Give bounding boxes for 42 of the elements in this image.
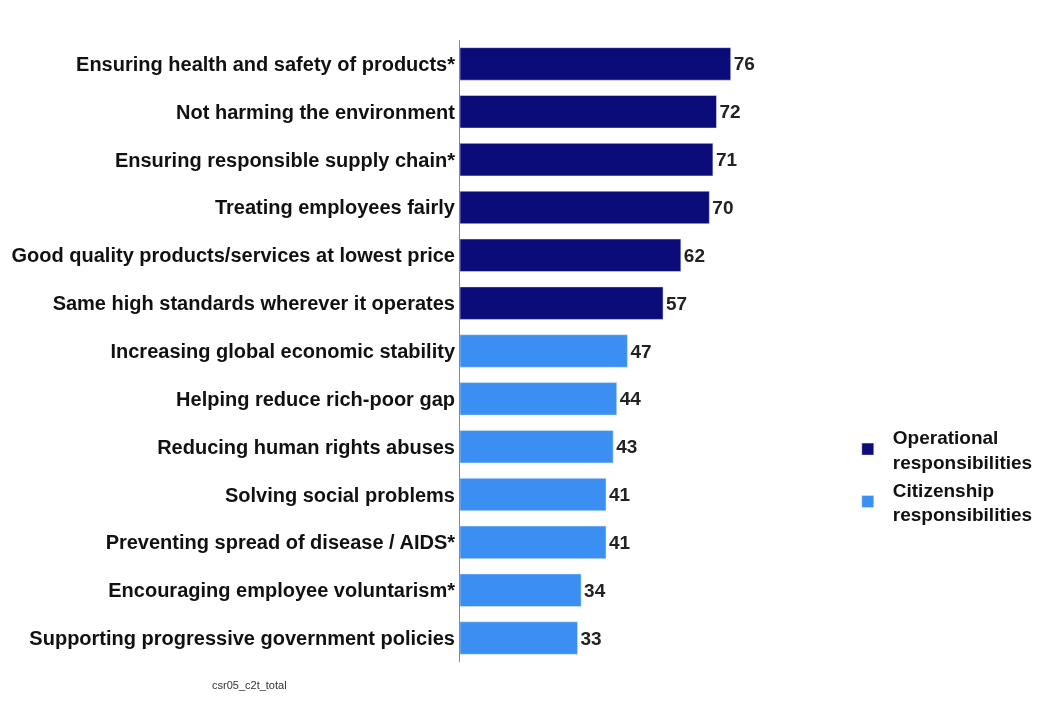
bar — [460, 143, 714, 177]
bar — [460, 95, 717, 129]
bar — [460, 478, 607, 512]
bar — [460, 621, 578, 655]
data-label: 43 — [616, 436, 638, 458]
y-tick-label: Not harming the environment — [176, 100, 456, 123]
bar — [460, 382, 617, 416]
bar — [460, 286, 664, 320]
bar — [460, 573, 582, 607]
bar — [460, 525, 607, 559]
data-label: 62 — [683, 244, 705, 266]
y-tick-label: Good quality products/services at lowest price — [11, 244, 455, 267]
bar — [460, 190, 710, 224]
data-label: 71 — [715, 149, 738, 171]
y-tick-label: Solving social problems — [224, 483, 455, 506]
data-label: 44 — [619, 388, 642, 410]
data-label: 57 — [666, 292, 688, 314]
y-tick-label: Encouraging employee voluntarism* — [108, 579, 456, 602]
data-label: 34 — [584, 579, 606, 601]
y-tick-label: Preventing spread of disease / AIDS* — [105, 531, 456, 554]
bar — [460, 334, 628, 368]
data-label: 76 — [733, 53, 755, 75]
bar — [460, 430, 614, 464]
text: csr05_c2t_total — [212, 679, 287, 691]
y-tick-label: Treating employees fairly — [214, 196, 456, 219]
data-label: 41 — [609, 531, 631, 553]
legend-label: Operational responsibilities — [892, 427, 1033, 473]
y-tick-label: Supporting progressive government policies — [29, 627, 455, 650]
y-tick-label: Ensuring health and safety of products* — [76, 52, 456, 75]
data-label: 47 — [630, 340, 652, 362]
y-tick-label: Helping reduce rich-poor gap — [176, 387, 455, 410]
data-label: 41 — [609, 484, 631, 506]
data-label: 70 — [712, 196, 734, 218]
y-tick-label: Ensuring responsible supply chain* — [114, 148, 456, 171]
bar — [460, 238, 682, 272]
bar — [460, 47, 731, 81]
y-tick-label: Same high standards wherever it operates — [52, 292, 455, 315]
y-tick-label: Increasing global economic stability — [110, 340, 456, 362]
legend-label: Citizenship responsibilities — [892, 479, 1033, 526]
y-tick-label: Reducing human rights abuses — [157, 435, 455, 458]
data-label: 72 — [719, 101, 741, 123]
data-label: 33 — [580, 627, 602, 649]
